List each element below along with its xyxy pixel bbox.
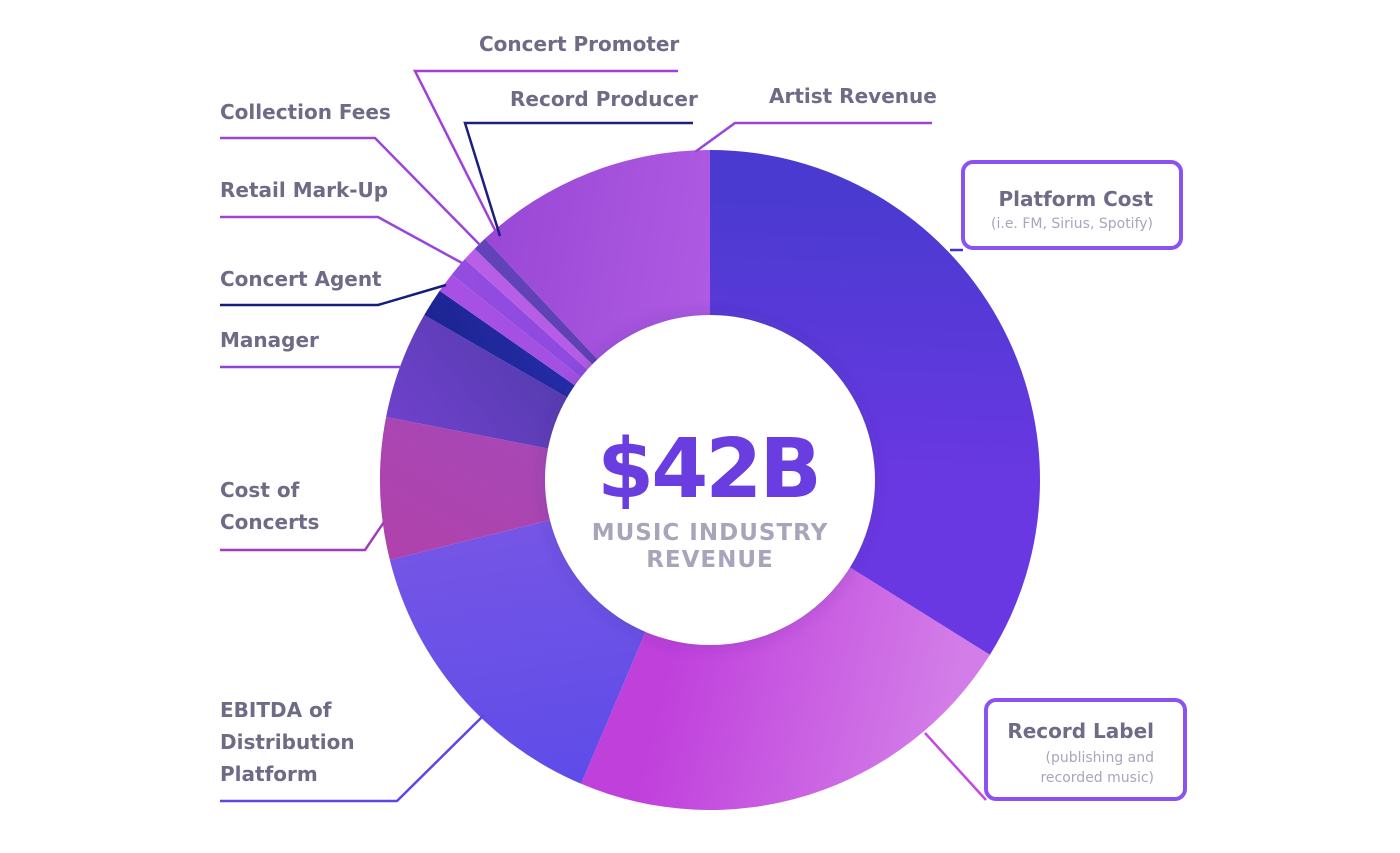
slice-producer [474, 238, 601, 368]
label-artist-revenue: Artist Revenue [769, 84, 937, 108]
donut-slices [379, 150, 1040, 811]
slice-agent [424, 290, 579, 400]
platform-cost-box [961, 160, 1183, 250]
label-concert-agent: Concert Agent [220, 267, 382, 291]
label-ebitda-line-2: Distribution [220, 730, 355, 754]
slice-collection [451, 259, 592, 381]
leader-line-ebitda [220, 714, 485, 803]
slice-concerts [379, 417, 555, 560]
record-label-box [984, 698, 1187, 801]
label-cost-of-concerts-line-2: Concerts [220, 510, 319, 534]
label-platform-cost: Platform Cost [998, 187, 1153, 211]
slice-artist [484, 150, 710, 363]
note-platform-cost: (i.e. FM, Sirius, Spotify) [991, 216, 1153, 232]
label-manager: Manager [220, 328, 319, 352]
label-record-producer: Record Producer [510, 87, 698, 111]
leader-line-promoter [412, 69, 678, 241]
leader-line-producer [463, 121, 693, 237]
center-label-line-1: MUSIC INDUSTRY [592, 520, 829, 546]
center-hole [545, 315, 875, 645]
leader-lines [220, 69, 987, 803]
label-record-label: Record Label [1007, 719, 1154, 743]
leader-line-label [924, 732, 987, 801]
slice-retail [439, 274, 585, 389]
leader-line-collection [220, 136, 481, 246]
label-ebitda-line-3: Platform [220, 762, 318, 786]
label-retail-mark-up: Retail Mark-Up [220, 178, 388, 202]
leader-line-agent [220, 283, 447, 307]
label-concert-promoter: Concert Promoter [479, 32, 679, 56]
leader-line-artist [694, 121, 932, 154]
leader-line-concerts [220, 521, 386, 552]
center-label-line-2: REVENUE [646, 547, 774, 573]
note-record-label-line-1: (publishing and [1046, 750, 1155, 766]
label-cost-of-concerts-line-1: Cost of [220, 478, 300, 502]
label-ebitda-line-1: EBITDA of [220, 698, 332, 722]
note-record-label-line-2: recorded music) [1040, 770, 1154, 786]
slice-manager [386, 315, 572, 450]
center-value: $42B [597, 422, 819, 517]
leader-line-retail [220, 215, 463, 265]
label-collection-fees: Collection Fees [220, 100, 391, 124]
slice-label [581, 564, 990, 811]
slice-platform [710, 150, 1040, 655]
slice-promoter [464, 248, 596, 373]
